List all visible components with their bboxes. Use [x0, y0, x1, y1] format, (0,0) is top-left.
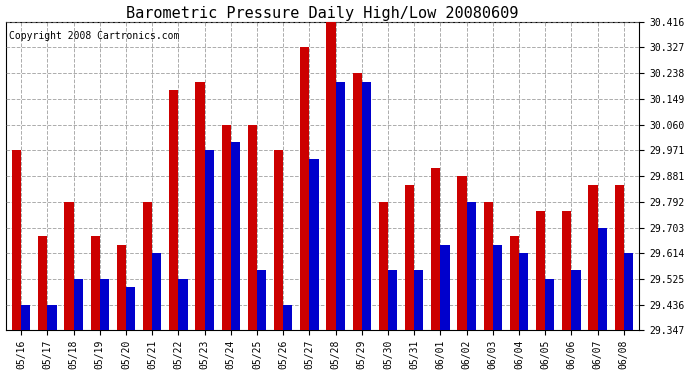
Title: Barometric Pressure Daily High/Low 20080609: Barometric Pressure Daily High/Low 20080… — [126, 6, 519, 21]
Bar — [466, 202, 475, 330]
Bar — [562, 210, 571, 330]
Bar — [510, 236, 519, 330]
Bar — [414, 270, 424, 330]
Bar — [335, 82, 345, 330]
Bar — [519, 253, 528, 330]
Bar — [545, 279, 554, 330]
Bar — [493, 244, 502, 330]
Text: Copyright 2008 Cartronics.com: Copyright 2008 Cartronics.com — [9, 31, 179, 41]
Bar — [126, 287, 135, 330]
Bar — [221, 124, 231, 330]
Bar — [309, 159, 319, 330]
Bar — [231, 142, 240, 330]
Bar — [431, 168, 440, 330]
Bar — [64, 202, 74, 330]
Bar — [353, 73, 362, 330]
Bar — [362, 82, 371, 330]
Bar — [283, 304, 293, 330]
Bar — [248, 124, 257, 330]
Bar — [388, 270, 397, 330]
Bar — [598, 228, 607, 330]
Bar — [300, 47, 309, 330]
Bar — [405, 185, 414, 330]
Bar — [195, 82, 205, 330]
Bar — [48, 304, 57, 330]
Bar — [484, 202, 493, 330]
Bar — [440, 244, 450, 330]
Bar — [117, 244, 126, 330]
Bar — [589, 185, 598, 330]
Bar — [571, 270, 580, 330]
Bar — [179, 279, 188, 330]
Bar — [615, 185, 624, 330]
Bar — [143, 202, 152, 330]
Bar — [326, 22, 335, 330]
Bar — [39, 236, 48, 330]
Bar — [205, 150, 214, 330]
Bar — [12, 150, 21, 330]
Bar — [90, 236, 100, 330]
Bar — [100, 279, 109, 330]
Bar — [624, 253, 633, 330]
Bar — [536, 210, 545, 330]
Bar — [74, 279, 83, 330]
Bar — [274, 150, 283, 330]
Bar — [152, 253, 161, 330]
Bar — [169, 90, 179, 330]
Bar — [457, 176, 466, 330]
Bar — [257, 270, 266, 330]
Bar — [379, 202, 388, 330]
Bar — [21, 304, 30, 330]
